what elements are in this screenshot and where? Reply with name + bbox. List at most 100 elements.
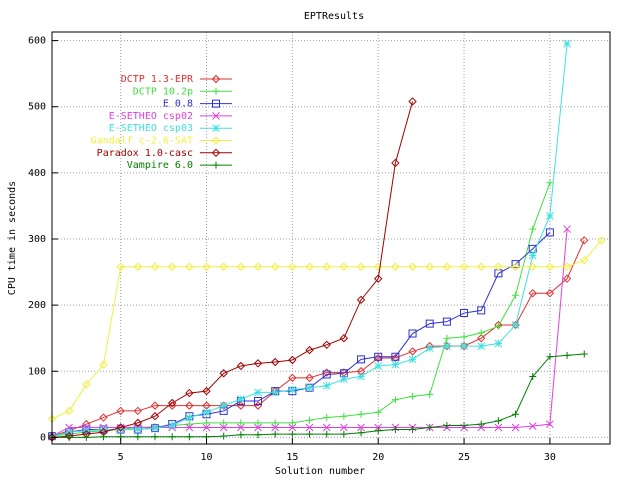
y-tick-label: 400 bbox=[28, 168, 46, 179]
chart-title: EPTResults bbox=[304, 11, 364, 22]
data-point bbox=[408, 97, 417, 106]
data-point bbox=[185, 401, 194, 410]
data-point bbox=[460, 309, 469, 318]
data-point bbox=[220, 432, 228, 440]
legend-label: E 0.8 bbox=[163, 99, 193, 110]
data-point bbox=[133, 425, 142, 434]
data-point bbox=[546, 211, 554, 220]
data-point bbox=[288, 419, 296, 427]
data-point bbox=[391, 352, 400, 361]
data-point bbox=[116, 262, 125, 271]
data-point bbox=[133, 418, 143, 428]
data-point bbox=[185, 388, 194, 398]
data-point bbox=[150, 262, 160, 271]
data-point bbox=[511, 321, 520, 329]
data-point bbox=[494, 262, 503, 271]
data-point bbox=[357, 355, 366, 364]
data-point bbox=[185, 423, 194, 432]
data-point bbox=[562, 262, 572, 271]
data-point bbox=[391, 360, 400, 369]
data-point bbox=[237, 395, 245, 403]
data-point bbox=[545, 262, 555, 271]
data-point bbox=[220, 419, 228, 427]
legend-marker bbox=[211, 148, 221, 158]
legend-marker bbox=[211, 74, 221, 84]
data-point bbox=[512, 291, 520, 299]
data-point bbox=[494, 269, 503, 278]
data-point bbox=[443, 334, 451, 342]
y-tick-label: 600 bbox=[28, 36, 46, 47]
data-point bbox=[562, 274, 572, 283]
data-point bbox=[185, 420, 193, 428]
data-point bbox=[254, 419, 262, 427]
data-point bbox=[563, 40, 571, 48]
legend-label: E-SETHEO csp02 bbox=[109, 111, 193, 122]
data-point bbox=[477, 333, 486, 343]
data-point bbox=[254, 397, 263, 406]
data-point bbox=[356, 262, 366, 271]
data-point bbox=[425, 344, 434, 352]
data-point bbox=[185, 413, 194, 422]
data-point bbox=[306, 430, 314, 438]
data-point bbox=[219, 423, 228, 432]
data-point bbox=[340, 375, 348, 384]
data-point bbox=[237, 423, 245, 432]
data-point bbox=[459, 262, 469, 271]
data-point bbox=[477, 420, 485, 428]
y-tick-label: 200 bbox=[28, 300, 46, 311]
data-point bbox=[374, 427, 382, 435]
data-point bbox=[254, 431, 262, 439]
data-point bbox=[443, 421, 451, 429]
data-point bbox=[563, 351, 571, 359]
data-point bbox=[408, 262, 417, 271]
data-point bbox=[133, 406, 143, 416]
data-point bbox=[425, 319, 434, 328]
x-tick-label: 10 bbox=[200, 452, 212, 463]
data-point bbox=[340, 430, 348, 438]
data-point bbox=[185, 262, 194, 271]
legend-label: Vampire 6.0 bbox=[127, 160, 193, 171]
data-point bbox=[477, 329, 485, 337]
data-point bbox=[512, 410, 520, 418]
data-point bbox=[563, 225, 571, 233]
legend-marker bbox=[212, 112, 220, 120]
data-point bbox=[545, 289, 555, 298]
data-point bbox=[374, 352, 383, 361]
data-point bbox=[494, 322, 502, 330]
data-point bbox=[237, 431, 245, 439]
grid bbox=[52, 32, 610, 444]
data-point bbox=[271, 388, 280, 397]
data-point bbox=[236, 361, 246, 371]
data-point bbox=[408, 347, 417, 356]
data-point bbox=[528, 262, 537, 271]
data-point bbox=[442, 317, 451, 326]
data-point bbox=[426, 423, 434, 431]
data-point bbox=[322, 262, 331, 271]
data-point bbox=[219, 401, 228, 410]
x-tick-label: 15 bbox=[286, 452, 298, 463]
data-point bbox=[305, 345, 314, 355]
data-point bbox=[288, 262, 297, 271]
data-point bbox=[477, 262, 486, 271]
data-point bbox=[356, 295, 366, 305]
x-axis-label: Solution number bbox=[275, 466, 365, 477]
data-point bbox=[494, 417, 502, 425]
data-point bbox=[64, 406, 74, 416]
data-point bbox=[150, 401, 160, 410]
data-point bbox=[65, 433, 73, 441]
data-point bbox=[545, 228, 554, 237]
legend-marker bbox=[212, 87, 220, 95]
data-point bbox=[323, 430, 331, 438]
data-point bbox=[82, 433, 90, 441]
data-point bbox=[425, 262, 434, 271]
data-point bbox=[339, 333, 349, 343]
data-point bbox=[546, 179, 554, 187]
x-tick-label: 30 bbox=[544, 452, 556, 463]
data-point bbox=[374, 408, 382, 416]
data-point bbox=[219, 262, 228, 271]
data-point bbox=[443, 342, 451, 350]
data-point bbox=[357, 410, 365, 418]
data-point bbox=[168, 421, 177, 430]
